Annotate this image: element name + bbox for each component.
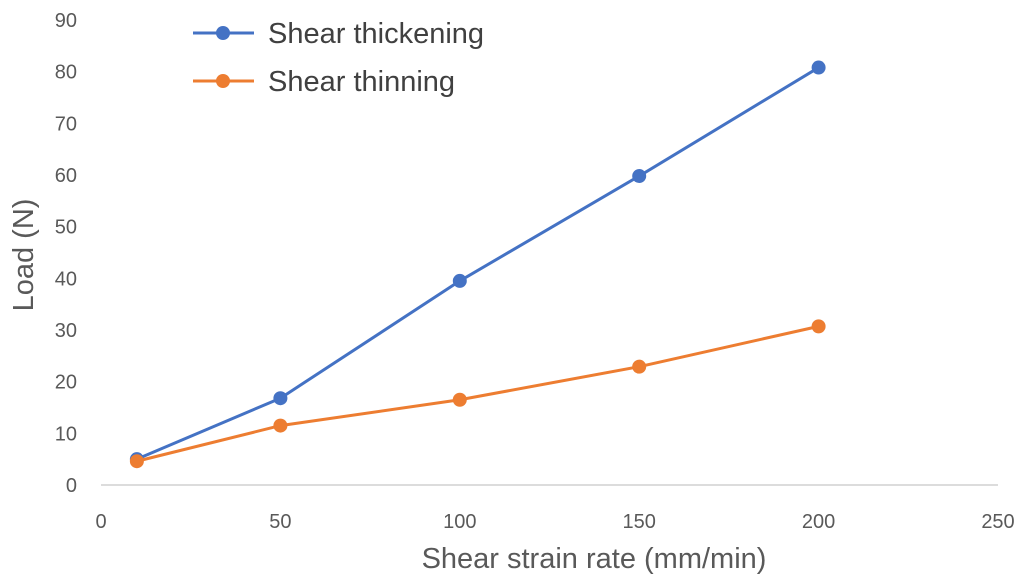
data-point	[452, 273, 467, 288]
legend-marker	[216, 26, 230, 40]
legend-marker	[216, 74, 230, 88]
y-tick-label: 80	[55, 62, 77, 84]
y-tick-label: 30	[55, 320, 77, 342]
data-point	[129, 454, 144, 469]
x-axis-title: Shear strain rate (mm/min)	[422, 543, 767, 575]
data-point	[273, 391, 288, 406]
data-point	[811, 60, 826, 75]
x-tick-label: 200	[802, 511, 835, 533]
x-tick-label: 150	[623, 511, 656, 533]
y-tick-label: 50	[55, 217, 77, 239]
y-tick-label: 70	[55, 113, 77, 135]
data-point	[632, 169, 647, 184]
data-point	[811, 319, 826, 334]
x-tick-label: 50	[269, 511, 291, 533]
series-line-1	[136, 324, 819, 463]
y-tick-label: 40	[55, 268, 77, 290]
y-tick-label: 60	[55, 165, 77, 187]
x-tick-label: 250	[981, 511, 1014, 533]
legend: Shear thickening Shear thinning	[193, 18, 484, 98]
x-tick-label: 100	[443, 511, 476, 533]
data-point	[632, 359, 647, 374]
y-axis-title: Load (N)	[8, 199, 40, 312]
plot-area: 0 10 20 30 40 50 60 70 80 90 0 50 100 150 200 250	[55, 10, 1015, 533]
x-tick-label: 0	[95, 511, 106, 533]
data-point	[273, 418, 288, 433]
series-line-0	[136, 66, 820, 461]
legend-label: Shear thinning	[268, 66, 455, 98]
y-tick-label: 0	[66, 475, 77, 497]
y-tick-label: 10	[55, 423, 77, 445]
legend-label: Shear thickening	[268, 18, 484, 50]
y-tick-label: 90	[55, 10, 77, 32]
data-point	[452, 392, 467, 407]
y-tick-label: 20	[55, 372, 77, 394]
